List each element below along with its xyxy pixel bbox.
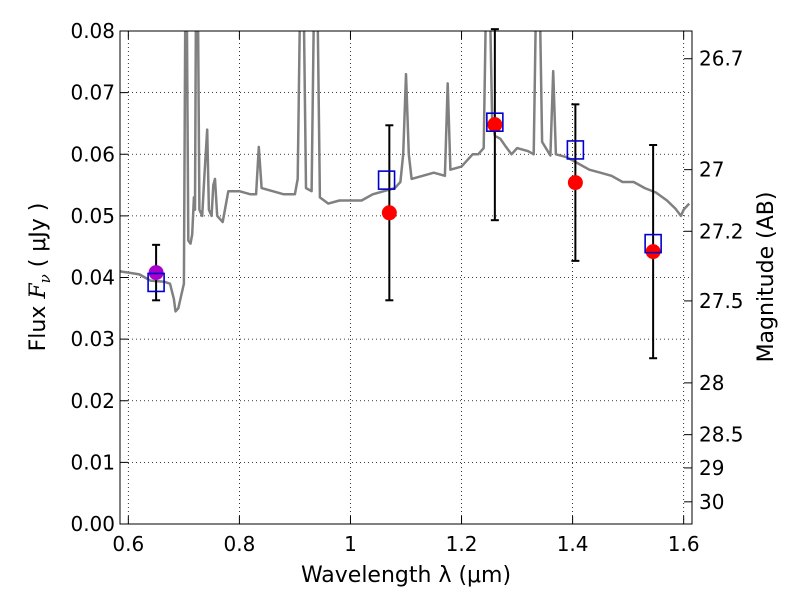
right-tick-label: 30 xyxy=(699,490,724,514)
model-band-points xyxy=(147,112,662,293)
x-tick-label: 0.8 xyxy=(223,532,255,556)
model-band-square xyxy=(147,272,165,293)
observed-points xyxy=(148,117,661,281)
y-tick-label: 0.05 xyxy=(70,204,115,228)
x-tick-label: 1.6 xyxy=(668,532,700,556)
y-axis-label: Flux Fν ( μJy ) xyxy=(26,203,54,352)
y-tick-label: 0.06 xyxy=(70,142,115,166)
right-axis-label: Magnitude (AB) xyxy=(754,192,779,363)
y-tick-label: 0.03 xyxy=(70,327,115,351)
observed-point xyxy=(567,175,583,191)
right-tick-label: 28 xyxy=(699,371,724,395)
x-tick-label: 1.2 xyxy=(446,532,478,556)
model-band-square xyxy=(377,170,396,190)
x-tick-label: 0.6 xyxy=(112,532,144,556)
axis-ticks: 0.6 0.8 1 1.2 1.4 1.6 0.00 0.01 0.02 0.03 0.04 0.05… xyxy=(70,19,743,556)
observed-point xyxy=(645,244,661,260)
y-tick-label: 0.02 xyxy=(70,389,115,413)
observed-point xyxy=(381,205,397,221)
right-tick-label: 27.5 xyxy=(699,289,744,313)
y-tick-label: 0.04 xyxy=(70,266,115,290)
right-tick-label: 27 xyxy=(699,158,724,182)
y-tick-label: 0.07 xyxy=(70,81,115,105)
observed-point xyxy=(487,117,503,133)
observed-point xyxy=(148,265,164,281)
model-spectrum xyxy=(120,31,691,313)
right-tick-label: 28.5 xyxy=(699,423,744,447)
x-tick-label: 1 xyxy=(344,532,357,556)
model-spectrum-line xyxy=(120,31,691,313)
x-tick-label: 1.4 xyxy=(557,532,589,556)
model-band-square xyxy=(644,233,662,254)
right-tick-label: 29 xyxy=(699,456,724,480)
y-tick-label: 0.00 xyxy=(70,512,115,536)
model-band-square xyxy=(486,112,504,133)
right-tick-label: 27.2 xyxy=(699,219,744,243)
right-tick-label: 26.7 xyxy=(699,47,744,71)
y-tick-label: 0.08 xyxy=(70,19,115,43)
y-tick-label: 0.01 xyxy=(70,450,115,474)
model-band-square xyxy=(566,140,585,160)
x-axis-label: Wavelength λ (μm) xyxy=(301,563,511,588)
